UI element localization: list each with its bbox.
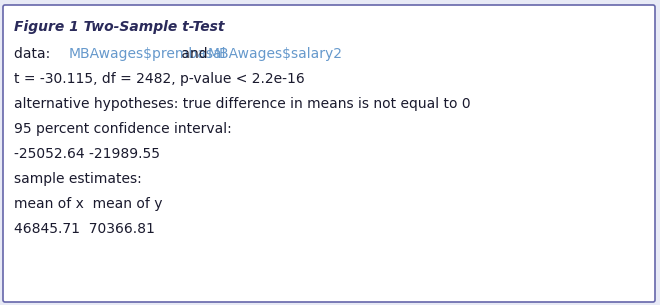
Text: MBAwages$salary2: MBAwages$salary2 xyxy=(208,47,343,61)
Text: Figure 1 Two-Sample t-Test: Figure 1 Two-Sample t-Test xyxy=(14,20,224,34)
Text: alternative hypotheses: true difference in means is not equal to 0: alternative hypotheses: true difference … xyxy=(14,97,471,111)
Text: data:: data: xyxy=(14,47,68,61)
Text: 46845.71  70366.81: 46845.71 70366.81 xyxy=(14,222,155,236)
Text: -25052.64 -21989.55: -25052.64 -21989.55 xyxy=(14,147,160,161)
Text: t = -30.115, df = 2482, p-value < 2.2e-16: t = -30.115, df = 2482, p-value < 2.2e-1… xyxy=(14,72,305,86)
Text: mean of x  mean of y: mean of x mean of y xyxy=(14,197,162,211)
Text: MBAwages$prembasal: MBAwages$prembasal xyxy=(69,47,226,61)
Text: and: and xyxy=(178,47,213,61)
Text: 95 percent confidence interval:: 95 percent confidence interval: xyxy=(14,122,232,136)
Text: sample estimates:: sample estimates: xyxy=(14,172,142,186)
FancyBboxPatch shape xyxy=(3,5,655,302)
